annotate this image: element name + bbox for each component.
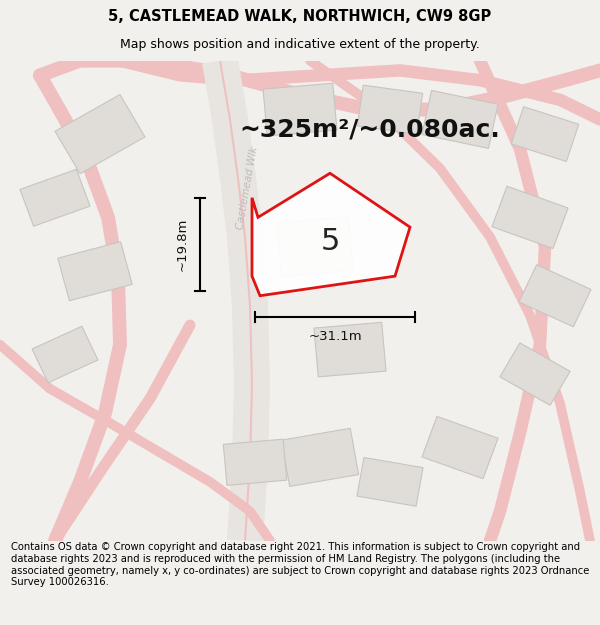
Polygon shape [519,264,591,327]
Text: ~325m²/~0.080ac.: ~325m²/~0.080ac. [239,118,500,141]
Polygon shape [422,91,498,148]
Text: Contains OS data © Crown copyright and database right 2021. This information is : Contains OS data © Crown copyright and d… [11,542,589,587]
Text: Castlemead Wlk: Castlemead Wlk [235,146,259,231]
Polygon shape [223,439,287,485]
Polygon shape [263,83,337,136]
Text: 5, CASTLEMEAD WALK, NORTHWICH, CW9 8GP: 5, CASTLEMEAD WALK, NORTHWICH, CW9 8GP [109,9,491,24]
Polygon shape [357,458,423,506]
Polygon shape [314,322,386,377]
Polygon shape [55,94,145,174]
Polygon shape [20,169,90,226]
Polygon shape [281,428,359,486]
Polygon shape [277,217,353,277]
Polygon shape [358,85,422,134]
Polygon shape [58,242,132,301]
Text: ~19.8m: ~19.8m [176,217,188,271]
Polygon shape [32,326,98,382]
Text: 5: 5 [320,228,340,256]
Text: ~31.1m: ~31.1m [308,331,362,343]
Polygon shape [252,173,410,296]
Text: Map shows position and indicative extent of the property.: Map shows position and indicative extent… [120,38,480,51]
Polygon shape [422,416,498,479]
Polygon shape [500,343,570,405]
Polygon shape [511,107,579,161]
Polygon shape [492,186,568,249]
